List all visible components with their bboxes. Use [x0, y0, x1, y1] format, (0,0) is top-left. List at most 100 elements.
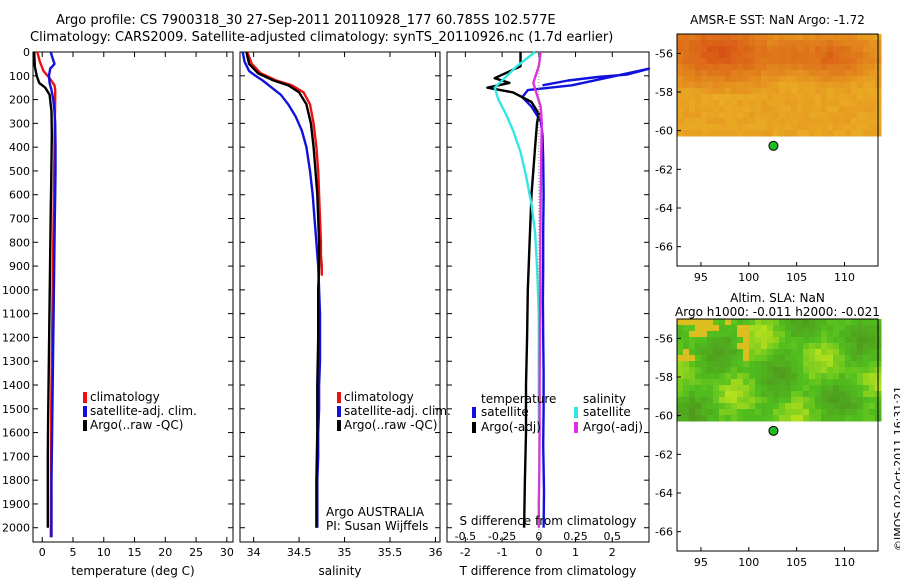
series-line	[246, 51, 323, 276]
map-cell	[749, 379, 756, 386]
map-cell	[695, 94, 702, 101]
map-cell	[725, 118, 732, 125]
map-cell	[743, 403, 750, 410]
map-cell	[869, 88, 876, 95]
map-cell	[845, 40, 852, 47]
map-cell	[695, 319, 702, 326]
map-cell	[677, 34, 684, 41]
map-cell	[695, 409, 702, 416]
map-cell	[797, 76, 804, 83]
map-cell	[779, 409, 786, 416]
x-tick-label: 20	[158, 546, 172, 559]
map-cell	[749, 40, 756, 47]
map-cell	[701, 52, 708, 59]
map-cell	[863, 361, 870, 368]
map-cell	[779, 40, 786, 47]
map-cell	[713, 403, 720, 410]
map-cell	[689, 94, 696, 101]
map-cell	[797, 367, 804, 374]
map-cell	[701, 361, 708, 368]
map-cell	[767, 112, 774, 119]
map-cell	[833, 34, 840, 41]
map-cell	[797, 319, 804, 326]
map-cell	[797, 379, 804, 386]
map-cell	[761, 40, 768, 47]
map-cell	[803, 52, 810, 59]
map-cell	[833, 76, 840, 83]
map-cell	[683, 355, 690, 362]
map-cell	[701, 70, 708, 77]
map-cell	[851, 94, 858, 101]
map-cell	[857, 361, 864, 368]
map-cell	[701, 40, 708, 47]
map-cell	[767, 385, 774, 392]
map-cell	[767, 415, 774, 422]
map-cell	[731, 397, 738, 404]
map-cell	[845, 367, 852, 374]
map-cell	[857, 64, 864, 71]
map-cell	[863, 319, 870, 326]
map-cell	[737, 361, 744, 368]
map-cell	[773, 367, 780, 374]
map-cell	[767, 34, 774, 41]
map-cell	[773, 112, 780, 119]
map-cell	[755, 76, 762, 83]
map-cell	[677, 130, 684, 137]
map-cell	[869, 64, 876, 71]
map-cell	[845, 385, 852, 392]
map-cell	[773, 415, 780, 422]
map-cell	[725, 361, 732, 368]
x-tick-label: 100	[738, 271, 759, 284]
map-cell	[863, 367, 870, 374]
map-cell	[731, 124, 738, 131]
map-cell	[695, 34, 702, 41]
map-cell	[845, 70, 852, 77]
map-cell	[713, 46, 720, 53]
map-cell	[695, 64, 702, 71]
map-cell	[737, 70, 744, 77]
map-cell	[869, 379, 876, 386]
map-cell	[737, 403, 744, 410]
map-cell	[719, 325, 726, 332]
map-cell	[767, 325, 774, 332]
x-tick-label: 95	[694, 271, 708, 284]
map-cell	[677, 331, 684, 338]
map-cell	[833, 373, 840, 380]
map-cell	[869, 403, 876, 410]
map-cell	[683, 343, 690, 350]
map-cell	[839, 94, 846, 101]
map-cell	[809, 331, 816, 338]
map-cell	[731, 403, 738, 410]
top-axis-tick-label: -0.25	[488, 530, 516, 543]
map-cell	[701, 367, 708, 374]
map-cell	[695, 52, 702, 59]
map-cell	[827, 337, 834, 344]
map-cell	[695, 124, 702, 131]
map-cell	[695, 349, 702, 356]
figure-title-line2: Climatology: CARS2009. Satellite-adjuste…	[30, 30, 614, 45]
map-cell	[683, 112, 690, 119]
map-cell	[803, 130, 810, 137]
map-cell	[785, 34, 792, 41]
map-cell	[773, 409, 780, 416]
map-cell	[833, 409, 840, 416]
map-cell	[761, 100, 768, 107]
map-cell	[743, 325, 750, 332]
map-cell	[731, 46, 738, 53]
map-cell	[869, 52, 876, 59]
map-cell	[701, 325, 708, 332]
map-cell	[791, 100, 798, 107]
map-cell	[755, 325, 762, 332]
map-cell	[683, 331, 690, 338]
map-cell	[701, 64, 708, 71]
map-cell	[821, 379, 828, 386]
map-cell	[833, 88, 840, 95]
map-cell	[833, 349, 840, 356]
map-cell	[857, 385, 864, 392]
map-cell	[809, 367, 816, 374]
map-cell	[767, 397, 774, 404]
map-cell	[863, 106, 870, 113]
map-cell	[863, 46, 870, 53]
map-cell	[803, 64, 810, 71]
map-cell	[791, 94, 798, 101]
